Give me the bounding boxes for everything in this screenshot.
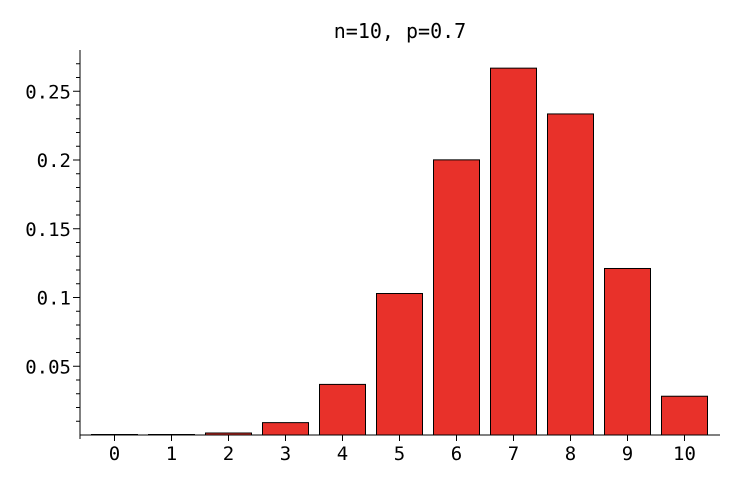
bar-7: [490, 67, 537, 436]
y-tick-label: 0.15: [25, 219, 71, 241]
x-tick-label: 6: [451, 443, 462, 465]
bar-5: [376, 293, 423, 436]
bar-8: [547, 113, 594, 436]
bar-10: [661, 395, 708, 436]
chart-title: n=10, p=0.7: [334, 19, 466, 43]
bar-3: [262, 422, 309, 436]
y-tick-label: 0.05: [25, 356, 71, 378]
x-tick-label: 3: [280, 443, 291, 465]
bar-6: [433, 159, 480, 436]
x-tick-label: 10: [673, 443, 696, 465]
y-axis: 0.05 0.1 0.15 0.2 0.25: [25, 50, 81, 439]
y-tick-label: 0.1: [37, 288, 71, 310]
x-tick-label: 8: [565, 443, 576, 465]
x-tick-label: 0: [109, 443, 120, 465]
y-tick-label: 0.2: [37, 150, 71, 172]
x-tick-label: 9: [622, 443, 633, 465]
y-tick-label: 0.25: [25, 81, 71, 103]
bars-group: [91, 67, 708, 436]
bar-9: [604, 267, 651, 436]
x-tick-label: 5: [394, 443, 405, 465]
x-axis: 0 1 2 3 4 5 6 7 8 9 10: [80, 434, 720, 465]
x-tick-label: 1: [166, 443, 177, 465]
x-tick-label: 7: [508, 443, 519, 465]
x-tick-label: 2: [223, 443, 234, 465]
x-tick-label: 4: [337, 443, 348, 465]
bar-4: [319, 383, 366, 436]
